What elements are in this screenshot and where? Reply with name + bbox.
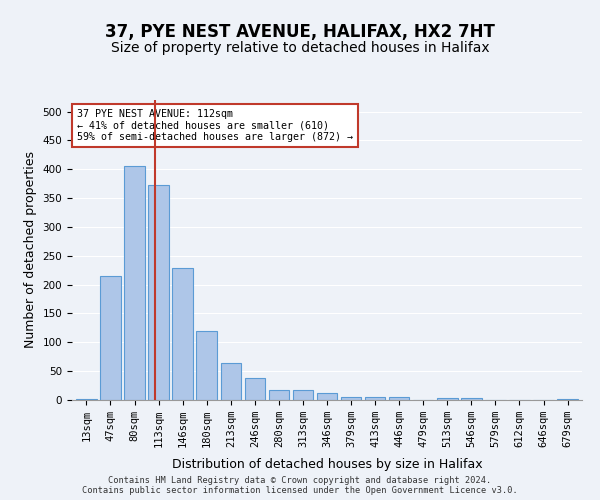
Bar xyxy=(172,268,193,400)
Bar xyxy=(557,399,578,400)
Bar xyxy=(293,390,313,400)
Text: 37, PYE NEST AVENUE, HALIFAX, HX2 7HT: 37, PYE NEST AVENUE, HALIFAX, HX2 7HT xyxy=(105,22,495,40)
Bar xyxy=(196,331,217,400)
Bar xyxy=(148,186,169,400)
Bar xyxy=(124,166,145,400)
Text: Size of property relative to detached houses in Halifax: Size of property relative to detached ho… xyxy=(110,41,490,55)
Bar xyxy=(461,398,482,400)
Bar xyxy=(100,276,121,400)
Bar xyxy=(221,362,241,400)
Text: Contains HM Land Registry data © Crown copyright and database right 2024.
Contai: Contains HM Land Registry data © Crown c… xyxy=(82,476,518,495)
Text: 37 PYE NEST AVENUE: 112sqm
← 41% of detached houses are smaller (610)
59% of sem: 37 PYE NEST AVENUE: 112sqm ← 41% of deta… xyxy=(77,109,353,142)
Bar xyxy=(365,397,385,400)
Bar xyxy=(437,398,458,400)
Bar xyxy=(76,399,97,400)
Bar xyxy=(341,397,361,400)
Bar xyxy=(389,397,409,400)
Y-axis label: Number of detached properties: Number of detached properties xyxy=(24,152,37,348)
Bar xyxy=(245,378,265,400)
Bar xyxy=(317,393,337,400)
X-axis label: Distribution of detached houses by size in Halifax: Distribution of detached houses by size … xyxy=(172,458,482,471)
Bar xyxy=(269,390,289,400)
